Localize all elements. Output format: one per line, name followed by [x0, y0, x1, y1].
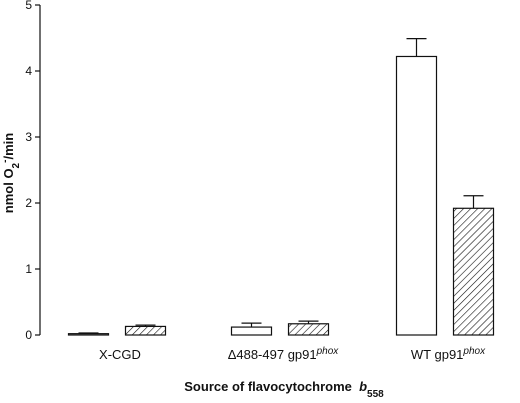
x-axis-title: Source of flavocytochrome b558: [184, 379, 384, 400]
category-label-x-cgd: X-CGD: [99, 347, 141, 362]
bar-hatched-1: [287, 323, 330, 336]
bar-open-2: [395, 55, 438, 336]
bar-hatched-2: [452, 207, 495, 336]
y-axis-title: nmol O2-/min: [0, 133, 22, 213]
bars: [67, 38, 495, 336]
y-tick-label: 5: [25, 0, 32, 12]
bar-open-1: [230, 326, 273, 336]
category-label-delta-gp91phox: Δ488-497 gp91phox: [228, 346, 340, 363]
y-tick-label: 3: [25, 130, 32, 144]
y-tick-label: 0: [25, 328, 32, 342]
category-label-wt-gp91phox: WT gp91phox: [411, 346, 486, 363]
category-labels: X-CGD Δ488-497 gp91phox WT gp91phox: [99, 346, 486, 363]
y-tick-label: 4: [25, 64, 32, 78]
bar-hatched-0: [124, 325, 167, 336]
y-axis: 0 1 2 3 4 5: [25, 0, 41, 342]
bar-open-0: [67, 333, 110, 336]
y-tick-label: 1: [25, 262, 32, 276]
y-tick-label: 2: [25, 196, 32, 210]
